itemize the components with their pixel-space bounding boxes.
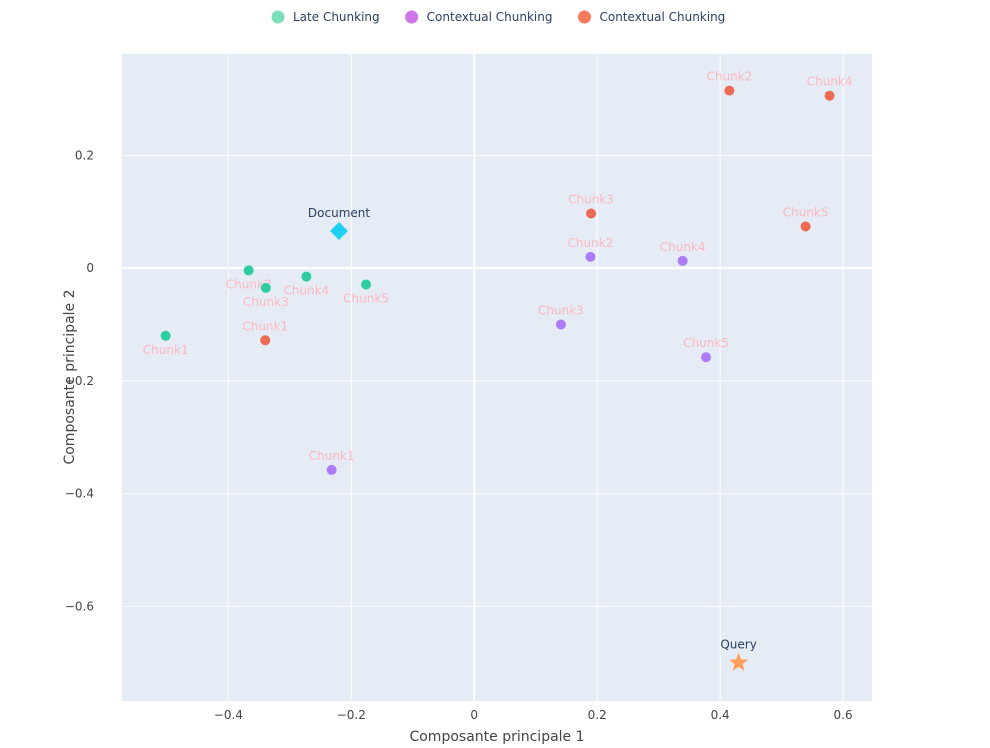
series-2-point[interactable]	[555, 319, 566, 330]
series-3-point-label: Chunk5	[783, 205, 829, 219]
series-1-point-label: Chunk4	[284, 284, 330, 298]
series-3-point-label: Chunk2	[706, 70, 752, 84]
x-axis-title: Composante principale 1	[409, 729, 584, 745]
series-2-point-label: Chunk5	[683, 336, 729, 350]
legend[interactable]: Late Chunking Contextual Chunking Contextu…	[271, 10, 726, 24]
series-3-point[interactable]	[586, 208, 597, 219]
series-2-point-label: Chunk3	[538, 304, 584, 318]
y-tick-label: −0.2	[65, 374, 94, 388]
y-tick-label: 0	[86, 261, 94, 275]
series-1-point[interactable]	[361, 279, 372, 290]
series-1-point[interactable]	[160, 330, 171, 341]
x-tick-label: −0.4	[214, 708, 243, 722]
series-2-point[interactable]	[677, 255, 688, 266]
x-tick-label: 0	[470, 708, 478, 722]
legend-item-2[interactable]: Contextual Chunking	[405, 10, 552, 24]
legend-label: Contextual Chunking	[427, 10, 553, 24]
series-1-point-label: Chunk1	[143, 343, 189, 357]
series-3-point[interactable]	[260, 335, 271, 346]
x-axis-ticks: −0.4 −0.2 0 0.2 0.4 0.6	[214, 708, 853, 722]
legend-item-3[interactable]: Contextual Chunking	[577, 10, 725, 24]
legend-label: Contextual Chunking	[599, 10, 725, 24]
x-tick-label: 0.4	[711, 708, 730, 722]
query-label: Query	[720, 638, 756, 652]
legend-item-1[interactable]: Late Chunking	[271, 10, 380, 24]
x-tick-label: 0.2	[588, 708, 607, 722]
legend-marker	[405, 10, 419, 24]
series-2-point[interactable]	[701, 352, 712, 363]
y-axis-title: Composante principale 2	[62, 289, 78, 464]
document-label: Document	[308, 206, 370, 220]
legend-label: Late Chunking	[293, 10, 380, 24]
series-2-point-label: Chunk2	[568, 236, 614, 250]
data-points: Chunk1Chunk2Chunk3Chunk4Chunk5Chunk1Chun…	[143, 70, 853, 671]
series-3-point-label: Chunk1	[242, 319, 288, 333]
series-3-point[interactable]	[800, 221, 811, 232]
plot-background	[122, 54, 872, 701]
y-tick-label: 0.2	[75, 148, 94, 162]
series-3-point-label: Chunk3	[568, 192, 614, 206]
series-3-point[interactable]	[724, 85, 735, 96]
series-3-point[interactable]	[824, 90, 835, 101]
series-2-point-label: Chunk4	[660, 240, 706, 254]
legend-marker	[271, 10, 285, 24]
series-2-point[interactable]	[585, 251, 596, 262]
series-2-point-label: Chunk1	[309, 449, 355, 463]
x-tick-label: 0.6	[834, 708, 853, 722]
query-marker[interactable]	[729, 652, 749, 671]
series-2-point[interactable]	[326, 464, 337, 475]
grid-lines	[122, 54, 872, 701]
series-1-point[interactable]	[243, 265, 254, 276]
series-3-point-label: Chunk4	[807, 75, 853, 89]
series-1-point-label: Chunk3	[243, 295, 289, 309]
series-1-point-label: Chunk5	[343, 292, 389, 306]
y-tick-label: −0.4	[65, 487, 94, 501]
series-1-point[interactable]	[260, 282, 271, 293]
y-axis-ticks: 0.2 0 −0.2 −0.4 −0.6	[65, 148, 94, 613]
document-marker[interactable]	[330, 221, 349, 240]
legend-marker	[577, 10, 591, 24]
x-tick-label: −0.2	[337, 708, 366, 722]
y-tick-label: −0.6	[65, 599, 94, 613]
series-1-point-label: Chunk2	[226, 277, 272, 291]
series-1-point[interactable]	[301, 271, 312, 282]
